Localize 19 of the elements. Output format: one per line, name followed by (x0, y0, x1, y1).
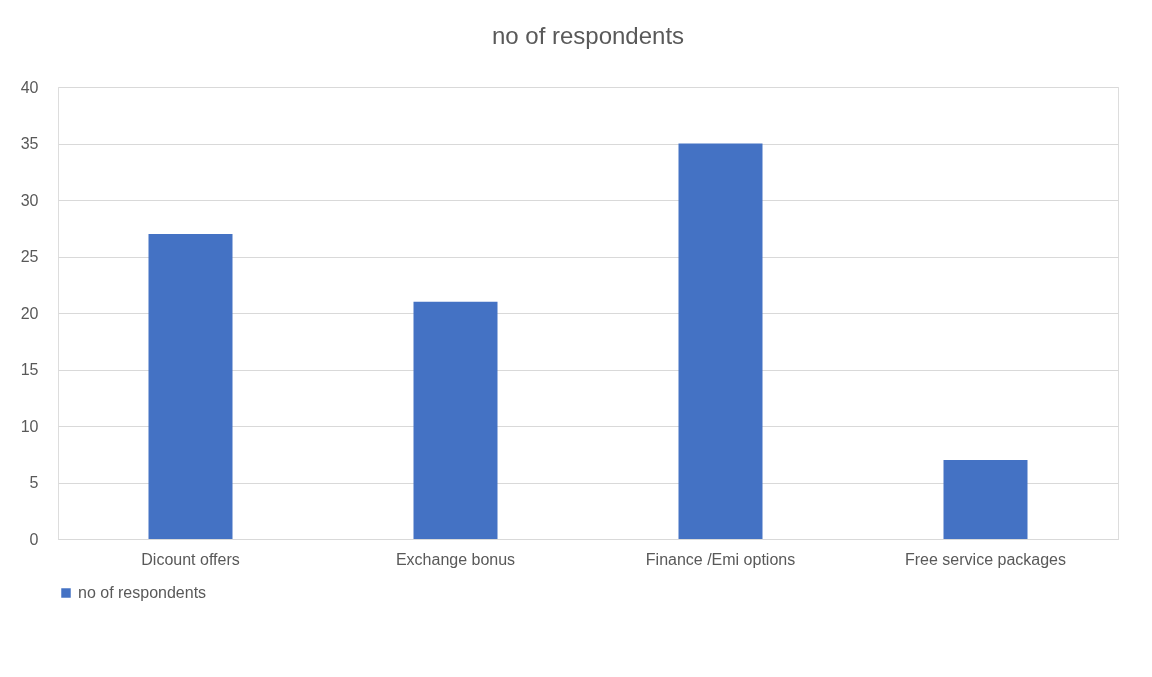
y-tick-label: 35 (20, 135, 39, 152)
bar (678, 143, 763, 539)
y-tick-label: 40 (20, 78, 39, 96)
x-tick-label: Dicount offers (141, 550, 240, 568)
y-tick-label: 15 (20, 361, 39, 378)
chart-title: no of respondents (491, 22, 685, 49)
x-tick-label: Finance /Emi options (645, 550, 796, 568)
bar (148, 233, 233, 539)
x-tick-label: Exchange bonus (395, 550, 516, 568)
y-tick-label: 5 (29, 474, 39, 491)
y-tick-label: 10 (20, 417, 39, 435)
y-tick-label: 25 (20, 248, 39, 265)
y-tick-label: 30 (20, 191, 39, 209)
y-tick-label: 0 (29, 530, 39, 548)
bar (413, 301, 498, 539)
bar (943, 459, 1028, 539)
legend-label: no of respondents (78, 584, 207, 601)
x-tick-label: Free service packages (905, 550, 1066, 568)
y-tick-label: 20 (20, 304, 39, 322)
